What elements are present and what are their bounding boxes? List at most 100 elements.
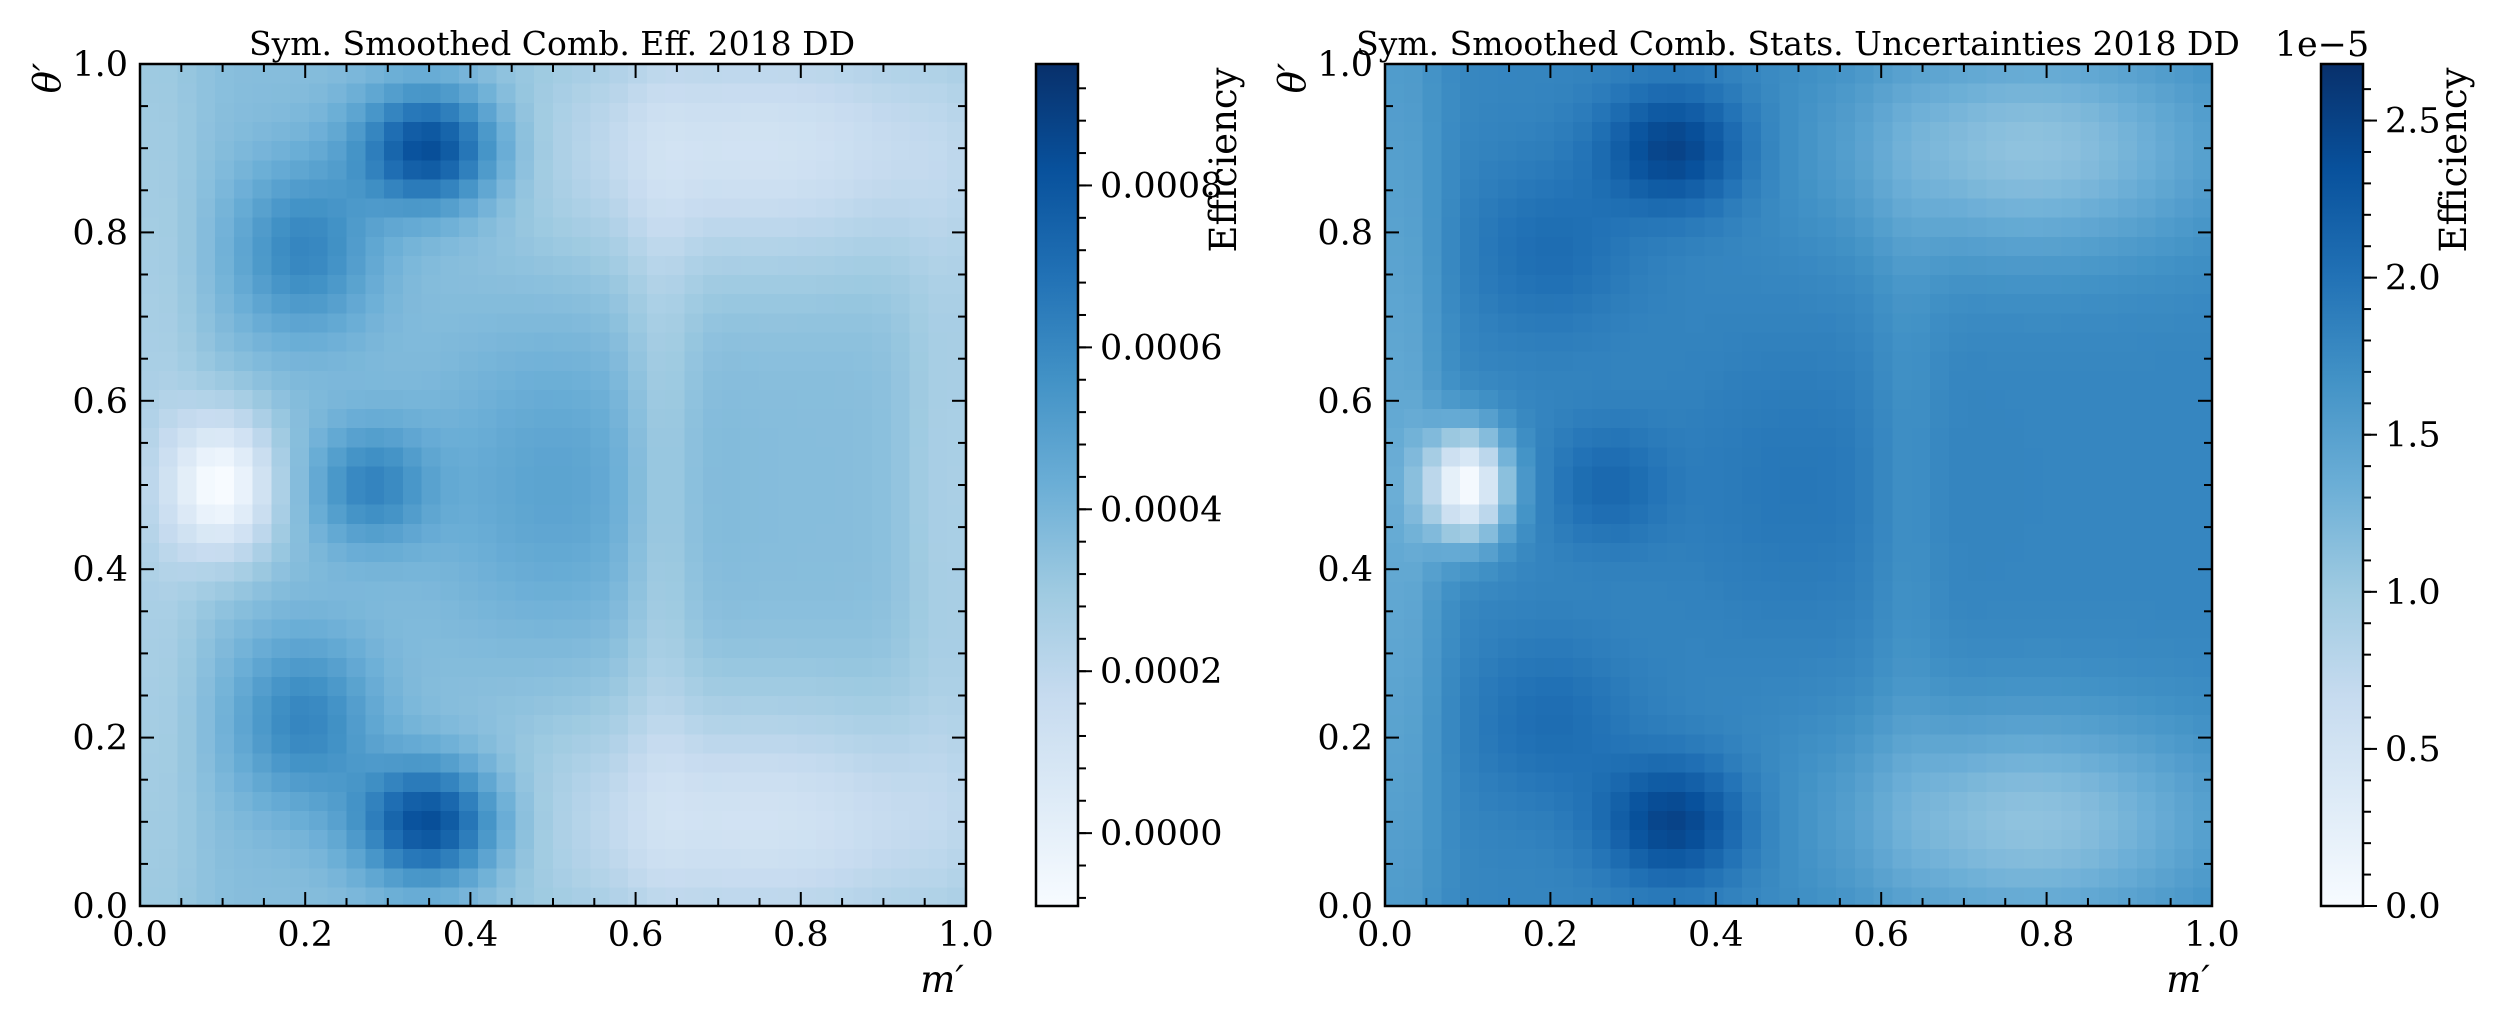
heatmap-cell [290, 829, 310, 850]
heatmap-cell [346, 829, 366, 850]
heatmap-cell [1685, 523, 1706, 544]
heatmap-cell [590, 848, 610, 869]
heatmap-cell [2042, 867, 2063, 888]
heatmap-cell [308, 331, 329, 352]
heatmap-cell [290, 427, 310, 448]
heatmap-cell [872, 121, 892, 142]
heatmap-cell [1704, 618, 1724, 639]
heatmap-cell [1742, 733, 1762, 754]
heatmap-cell [384, 561, 404, 582]
heatmap-cell [590, 676, 610, 697]
heatmap-cell [2099, 867, 2119, 888]
heatmap-cell [1854, 446, 1875, 467]
heatmap-cell [947, 331, 967, 352]
heatmap-cell [1854, 389, 1875, 410]
heatmap-cell [890, 618, 911, 639]
heatmap-cell [1742, 427, 1762, 448]
heatmap-cell [384, 848, 404, 869]
heatmap-cell [140, 676, 160, 697]
heatmap-cell [1554, 236, 1574, 256]
heatmap-cell [440, 485, 460, 505]
heatmap-cell [1873, 255, 1894, 276]
heatmap-cell [1892, 351, 1912, 371]
heatmap-cell [233, 274, 254, 295]
heatmap-cell [1648, 293, 1668, 314]
heatmap-cell [684, 599, 704, 620]
heatmap-cell [1779, 102, 1800, 123]
heatmap-cell [271, 695, 291, 716]
heatmap-cell [1516, 829, 1536, 850]
heatmap-cell [947, 886, 967, 907]
heatmap-cell [815, 485, 836, 505]
heatmap-cell [1554, 465, 1574, 486]
heatmap-cell [553, 331, 573, 352]
heatmap-cell [947, 389, 967, 410]
heatmap-cell [1403, 733, 1424, 754]
heatmap-cell [1648, 886, 1668, 907]
heatmap-cell [815, 236, 836, 256]
heatmap-cell [2193, 580, 2213, 601]
heatmap-cell [1648, 178, 1668, 199]
heatmap-cell [177, 159, 197, 180]
heatmap-cell [346, 83, 366, 103]
heatmap-cell [1629, 389, 1649, 410]
heatmap-cell [703, 561, 723, 582]
heatmap-cell [1798, 599, 1818, 620]
heatmap-cell [252, 140, 273, 161]
heatmap-cell [834, 236, 854, 256]
heatmap-cell [1554, 351, 1574, 371]
heatmap-cell [1892, 638, 1912, 658]
heatmap-cell [834, 829, 854, 850]
heatmap-cell [1817, 638, 1837, 658]
heatmap-cell [2005, 752, 2025, 773]
heatmap-cell [815, 140, 836, 161]
heatmap-cell [703, 886, 723, 907]
heatmap-cell [1666, 351, 1687, 371]
heatmap-cell [834, 561, 854, 582]
heatmap-cell [308, 599, 329, 620]
heatmap-cell [2155, 772, 2176, 792]
heatmap-cell [196, 255, 216, 276]
heatmap-cell [1760, 159, 1781, 180]
heatmap-cell [1497, 580, 1518, 601]
heatmap-cell [834, 465, 854, 486]
heatmap-cell [872, 274, 892, 295]
heatmap-cell [1422, 351, 1442, 371]
heatmap-cell [703, 236, 723, 256]
heatmap-cell [1666, 293, 1687, 314]
colorbar-tick-label: 0.5 [2385, 730, 2441, 770]
heatmap-cell [815, 274, 836, 295]
heatmap-cell [2155, 159, 2176, 180]
heatmap-cell [1911, 485, 1931, 505]
heatmap-cell [1892, 408, 1912, 429]
heatmap-cell [327, 465, 348, 486]
heatmap-cell [1742, 848, 1762, 869]
heatmap-cell [1967, 389, 1988, 410]
heatmap-cell [252, 312, 273, 333]
heatmap-cell [1760, 523, 1781, 544]
heatmap-cell [2118, 274, 2138, 295]
heatmap-cell [928, 293, 948, 314]
heatmap-cell [1798, 791, 1818, 811]
heatmap-cell [759, 370, 779, 390]
heatmap-cell [2118, 102, 2138, 123]
heatmap-cell [628, 772, 648, 792]
heatmap-cell [1742, 197, 1762, 218]
heatmap-cell [215, 542, 235, 563]
heatmap-cell [1535, 886, 1555, 907]
heatmap-cell [459, 676, 479, 697]
heatmap-cell [2024, 178, 2044, 199]
heatmap-cell [665, 618, 686, 639]
heatmap-cell [721, 848, 742, 869]
heatmap-cell [872, 542, 892, 563]
heatmap-cell [797, 733, 817, 754]
heatmap-cell [158, 676, 179, 697]
heatmap-cell [2061, 178, 2082, 199]
heatmap-cell [402, 217, 423, 237]
heatmap-cell [2005, 504, 2025, 524]
heatmap-cell [1873, 140, 1894, 161]
heatmap-cell [571, 523, 592, 544]
heatmap-cell [1779, 752, 1800, 773]
heatmap-cell [346, 312, 366, 333]
heatmap-cell [721, 791, 742, 811]
